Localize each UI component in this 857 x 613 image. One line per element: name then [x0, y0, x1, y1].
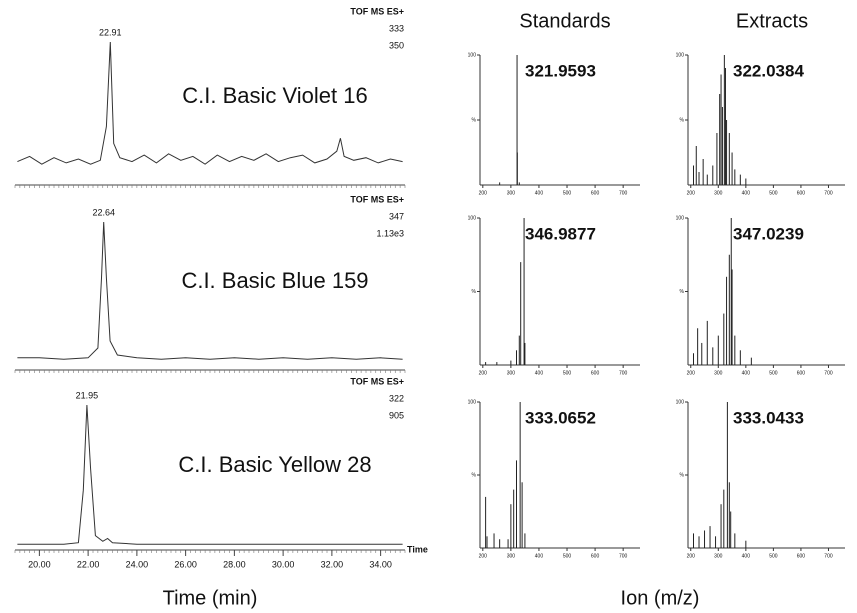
x-axis-title: Ion (m/z) — [621, 587, 700, 609]
x-tick-label: 400 — [535, 370, 544, 376]
x-tick-label: 500 — [769, 190, 778, 196]
x-tick-label: 400 — [742, 190, 751, 196]
peak-label: 22.64 — [92, 207, 115, 217]
mass-annotation: 321.9593 — [525, 61, 596, 80]
y-tick-label: 100 — [468, 215, 477, 221]
x-tick-label: 300 — [507, 370, 516, 376]
x-tick-label: 200 — [479, 190, 488, 196]
trace-annotation: TOF MS ES+ — [350, 376, 404, 386]
x-tick-label: 400 — [535, 190, 544, 196]
y-tick-label: % — [680, 117, 685, 123]
y-tick-label: % — [472, 117, 477, 123]
column-header: Standards — [519, 10, 610, 32]
y-tick-label: 100 — [468, 52, 477, 58]
y-tick-label: 100 — [676, 52, 685, 58]
y-tick-label: 100 — [676, 215, 685, 221]
x-tick-label: 22.00 — [77, 559, 100, 569]
chromatogram-trace — [17, 221, 403, 360]
y-tick-label: 100 — [676, 399, 685, 405]
x-tick-label: 500 — [563, 190, 572, 196]
peak-label: 22.91 — [99, 27, 122, 37]
x-tick-label: 600 — [797, 190, 806, 196]
x-tick-label: 200 — [479, 553, 488, 559]
x-tick-label: 700 — [824, 190, 833, 196]
trace-annotation: 1.13e3 — [376, 228, 404, 238]
mass-annotation: 346.9877 — [525, 224, 596, 243]
x-tick-label: 26.00 — [174, 559, 197, 569]
mass-annotation: 322.0384 — [733, 61, 804, 80]
trace-annotation: 905 — [389, 410, 404, 420]
chromatogram-trace — [17, 404, 403, 545]
x-tick-label: 500 — [563, 553, 572, 559]
x-tick-label: 34.00 — [369, 559, 392, 569]
x-tick-label: 30.00 — [272, 559, 295, 569]
compound-name: C.I. Basic Violet 16 — [182, 83, 367, 108]
x-axis-title: Time (min) — [163, 587, 258, 609]
x-tick-label: 400 — [742, 553, 751, 559]
x-tick-label: 300 — [714, 370, 723, 376]
x-tick-label: 700 — [824, 553, 833, 559]
column-header: Extracts — [736, 10, 808, 32]
x-tick-label: 400 — [742, 370, 751, 376]
x-tick-label: 700 — [824, 370, 833, 376]
axis-end-label: Time — [407, 544, 428, 554]
x-tick-label: 400 — [535, 553, 544, 559]
y-tick-label: % — [472, 289, 477, 295]
mass-annotation: 333.0652 — [525, 408, 596, 427]
x-tick-label: 20.00 — [28, 559, 51, 569]
peak-label: 21.95 — [76, 390, 99, 400]
x-tick-label: 200 — [687, 553, 696, 559]
trace-annotation: 333 — [389, 23, 404, 33]
x-tick-label: 500 — [769, 370, 778, 376]
x-tick-label: 500 — [563, 370, 572, 376]
x-tick-label: 24.00 — [126, 559, 149, 569]
x-tick-label: 500 — [769, 553, 778, 559]
compound-name: C.I. Basic Blue 159 — [181, 268, 368, 293]
x-tick-label: 200 — [687, 370, 696, 376]
x-tick-label: 700 — [619, 370, 628, 376]
trace-annotation: TOF MS ES+ — [350, 6, 404, 16]
chromatogram-trace — [17, 41, 403, 165]
x-tick-label: 600 — [797, 553, 806, 559]
y-tick-label: % — [680, 289, 685, 295]
x-tick-label: 300 — [507, 190, 516, 196]
x-tick-label: 700 — [619, 190, 628, 196]
y-tick-label: % — [680, 472, 685, 478]
x-tick-label: 300 — [714, 553, 723, 559]
y-tick-label: 100 — [468, 399, 477, 405]
x-tick-label: 300 — [507, 553, 516, 559]
x-tick-label: 600 — [591, 370, 600, 376]
x-tick-label: 200 — [479, 370, 488, 376]
mass-annotation: 347.0239 — [733, 224, 804, 243]
trace-annotation: 350 — [389, 40, 404, 50]
x-tick-label: 300 — [714, 190, 723, 196]
x-tick-label: 600 — [591, 553, 600, 559]
mass-annotation: 333.0433 — [733, 408, 804, 427]
trace-annotation: TOF MS ES+ — [350, 194, 404, 204]
x-tick-label: 600 — [591, 190, 600, 196]
x-tick-label: 28.00 — [223, 559, 246, 569]
x-tick-label: 32.00 — [321, 559, 344, 569]
x-tick-label: 200 — [687, 190, 696, 196]
trace-annotation: 322 — [389, 393, 404, 403]
trace-annotation: 347 — [389, 211, 404, 221]
x-tick-label: 700 — [619, 553, 628, 559]
x-tick-label: 600 — [797, 370, 806, 376]
compound-name: C.I. Basic Yellow 28 — [178, 452, 371, 477]
y-tick-label: % — [472, 472, 477, 478]
